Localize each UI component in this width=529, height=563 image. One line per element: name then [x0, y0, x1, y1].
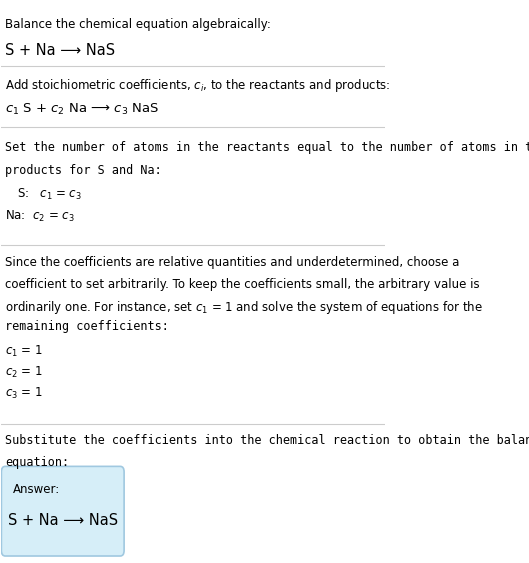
Text: Na:  $c_2$ = $c_3$: Na: $c_2$ = $c_3$	[5, 209, 75, 224]
Text: S:   $c_1$ = $c_3$: S: $c_1$ = $c_3$	[17, 187, 81, 203]
Text: products for S and Na:: products for S and Na:	[5, 164, 162, 177]
Text: Add stoichiometric coefficients, $c_i$, to the reactants and products:: Add stoichiometric coefficients, $c_i$, …	[5, 77, 390, 94]
Text: Balance the chemical equation algebraically:: Balance the chemical equation algebraica…	[5, 18, 271, 31]
Text: $c_1$ S + $c_2$ Na ⟶ $c_3$ NaS: $c_1$ S + $c_2$ Na ⟶ $c_3$ NaS	[5, 102, 160, 117]
Text: ordinarily one. For instance, set $c_1$ = 1 and solve the system of equations fo: ordinarily one. For instance, set $c_1$ …	[5, 299, 483, 316]
Text: Since the coefficients are relative quantities and underdetermined, choose a: Since the coefficients are relative quan…	[5, 256, 460, 269]
Text: Substitute the coefficients into the chemical reaction to obtain the balanced: Substitute the coefficients into the che…	[5, 434, 529, 447]
Text: Answer:: Answer:	[13, 483, 60, 496]
Text: $c_3$ = 1: $c_3$ = 1	[5, 386, 43, 401]
Text: $c_2$ = 1: $c_2$ = 1	[5, 365, 43, 380]
Text: coefficient to set arbitrarily. To keep the coefficients small, the arbitrary va: coefficient to set arbitrarily. To keep …	[5, 278, 480, 291]
Text: S + Na ⟶ NaS: S + Na ⟶ NaS	[8, 513, 118, 528]
Text: equation:: equation:	[5, 456, 69, 470]
Text: remaining coefficients:: remaining coefficients:	[5, 320, 169, 333]
Text: Set the number of atoms in the reactants equal to the number of atoms in the: Set the number of atoms in the reactants…	[5, 141, 529, 154]
Text: $c_1$ = 1: $c_1$ = 1	[5, 343, 43, 359]
FancyBboxPatch shape	[2, 466, 124, 556]
Text: S + Na ⟶ NaS: S + Na ⟶ NaS	[5, 43, 115, 59]
